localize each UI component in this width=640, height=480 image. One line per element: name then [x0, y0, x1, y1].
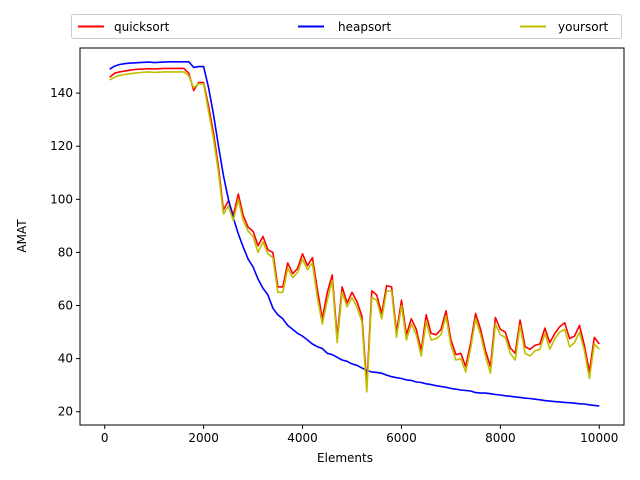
- x-axis-label: Elements: [317, 451, 373, 465]
- y-tick-label: 100: [50, 192, 73, 206]
- series-line-heapsort: [109, 60, 600, 407]
- legend-entry-yoursort: yoursort: [520, 20, 609, 34]
- legend-label-heapsort: heapsort: [338, 20, 391, 34]
- legend-entry-quicksort: quicksort: [78, 20, 170, 34]
- y-axis-ticks: 20 40 60 80 100 120 140: [50, 86, 80, 419]
- x-tick-label: 2000: [188, 431, 219, 445]
- series-layer: [109, 60, 600, 407]
- legend-entry-heapsort: heapsort: [298, 20, 391, 34]
- x-tick-label: 6000: [386, 431, 417, 445]
- legend-label-quicksort: quicksort: [114, 20, 170, 34]
- y-tick-label: 140: [50, 86, 73, 100]
- y-tick-label: 40: [58, 352, 73, 366]
- legend-label-yoursort: yoursort: [558, 20, 609, 34]
- legend-frame: [71, 14, 622, 39]
- y-tick-label: 120: [50, 139, 73, 153]
- x-tick-label: 4000: [287, 431, 318, 445]
- y-tick-label: 60: [58, 299, 73, 313]
- plot-frame: [79, 47, 625, 426]
- y-axis-label: AMAT: [15, 219, 29, 253]
- y-tick-label: 80: [58, 245, 73, 259]
- y-tick-label: 20: [58, 405, 73, 419]
- series-line-yoursort: [109, 71, 600, 393]
- x-axis-ticks: 0 2000 4000 6000 8000 10000: [101, 425, 618, 445]
- x-tick-label: 8000: [485, 431, 516, 445]
- legend: quicksort heapsort yoursort: [71, 14, 622, 39]
- x-tick-label: 10000: [580, 431, 618, 445]
- x-tick-label: 0: [101, 431, 109, 445]
